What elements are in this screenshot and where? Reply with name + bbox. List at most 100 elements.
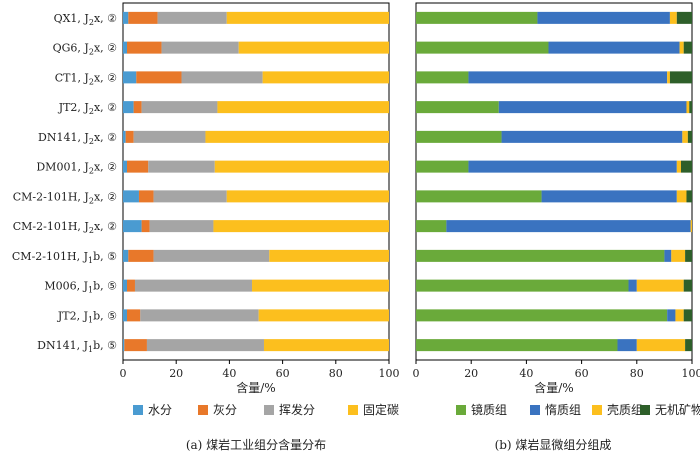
bar-a-3-1 (133, 101, 142, 114)
x-tick-label: 100 (682, 367, 700, 380)
bar-a-8-2 (153, 249, 270, 262)
x-tick-label: 60 (575, 367, 589, 380)
legend-label: 挥发分 (279, 402, 315, 417)
bar-b-10-0 (416, 309, 668, 322)
category-label: JT2, J2x, ② (58, 101, 117, 116)
bar-b-10-2 (675, 309, 684, 322)
bar-b-0-0 (416, 11, 538, 24)
legend-swatch (592, 405, 602, 415)
x-tick-label: 60 (276, 367, 290, 380)
category-label: JT2, J1b, ⑤ (57, 309, 117, 324)
bar-a-3-0 (123, 101, 134, 114)
x-tick-label: 0 (120, 367, 127, 380)
bar-a-11-0 (123, 339, 125, 352)
legend-swatch (198, 405, 208, 415)
bar-b-2-0 (416, 71, 469, 84)
bar-b-4-3 (687, 130, 692, 143)
x-tick-label: 80 (630, 367, 644, 380)
bar-b-9-2 (636, 279, 684, 292)
bar-a-10-3 (258, 309, 389, 322)
bar-a-0-1 (128, 11, 158, 24)
bar-a-11-1 (124, 339, 147, 352)
bar-a-2-2 (181, 71, 263, 84)
category-label: DN141, J2x, ② (38, 131, 117, 146)
bar-b-1-1 (548, 41, 680, 54)
bar-b-11-1 (617, 339, 637, 352)
bar-a-1-1 (126, 41, 162, 54)
bar-a-4-1 (125, 130, 134, 143)
bar-b-3-2 (686, 101, 690, 114)
bar-a-10-0 (123, 309, 127, 322)
bar-a-5-3 (214, 160, 389, 173)
bar-b-1-3 (683, 41, 692, 54)
bar-a-3-3 (217, 101, 389, 114)
category-label: CT1, J2x, ② (55, 71, 117, 86)
bar-b-6-3 (686, 190, 692, 203)
bar-b-8-1 (664, 249, 672, 262)
x-tick-label: 20 (169, 367, 183, 380)
bar-a-5-0 (123, 160, 127, 173)
legend-swatch (264, 405, 274, 415)
bar-b-4-2 (682, 130, 688, 143)
bar-a-6-3 (226, 190, 389, 203)
bar-a-7-3 (213, 220, 389, 233)
bar-a-7-1 (141, 220, 150, 233)
legend-swatch (133, 405, 143, 415)
bar-a-1-3 (238, 41, 389, 54)
x-tick-label: 40 (519, 367, 533, 380)
bar-a-9-2 (134, 279, 253, 292)
bar-b-5-3 (680, 160, 692, 173)
legend-label: 灰分 (213, 403, 237, 417)
bar-b-8-2 (671, 249, 686, 262)
legend-label: 壳质组 (607, 403, 643, 417)
bar-b-5-0 (416, 160, 469, 173)
bar-a-3-2 (141, 101, 218, 114)
panel-b-maceral-composition: 0 20 40 60 80 100 含量/% (413, 2, 700, 395)
legend-label: 惰质组 (545, 403, 581, 417)
bar-b-5-1 (468, 160, 677, 173)
plot-frame-a (122, 2, 390, 361)
legend-label: 无机矿物 (655, 403, 700, 417)
caption-panel-a: (a) 煤岩工业组分含量分布 (186, 437, 326, 452)
bar-b-4-1 (501, 130, 683, 143)
bar-a-0-3 (226, 11, 389, 24)
bar-b-9-3 (683, 279, 692, 292)
bar-b-6-0 (416, 190, 542, 203)
bar-b-7-1 (446, 220, 691, 233)
legend: 水分 灰分 挥发分 固定碳 镜质组 惰质组 壳质组 无机矿物 (133, 402, 700, 417)
bar-b-2-2 (667, 71, 670, 84)
bar-a-7-0 (123, 220, 142, 233)
x-tick-label: 0 (413, 367, 420, 380)
x-axis-title-a: 含量/% (236, 380, 275, 395)
bar-a-1-0 (123, 41, 127, 54)
legend-swatch (456, 405, 466, 415)
bar-a-8-0 (123, 249, 129, 262)
x-tick-label: 80 (329, 367, 343, 380)
legend-label: 水分 (148, 403, 172, 417)
legend-label: 固定碳 (363, 402, 399, 417)
bar-a-9-0 (123, 279, 127, 292)
bar-b-10-3 (683, 309, 692, 322)
bar-b-11-2 (636, 339, 686, 352)
category-label: CM-2-101H, J1b, ⑤ (12, 250, 117, 265)
bar-a-7-2 (149, 220, 214, 233)
bar-a-8-3 (269, 249, 389, 262)
bar-a-6-1 (138, 190, 154, 203)
bar-a-0-2 (157, 11, 227, 24)
bar-a-6-2 (153, 190, 227, 203)
panel-a-industrial-composition: QX1, J2x, ② QG6, J2x, ② CT1, J2x, ② JT2, J2… (12, 2, 400, 395)
bar-a-4-0 (123, 130, 126, 143)
bar-b-8-3 (685, 249, 692, 262)
bar-b-7-0 (416, 220, 447, 233)
bar-a-5-1 (126, 160, 149, 173)
bar-b-2-3 (669, 71, 692, 84)
bar-a-9-3 (252, 279, 389, 292)
bar-b-3-0 (416, 101, 499, 114)
x-tick-label: 20 (464, 367, 478, 380)
bar-b-3-1 (498, 101, 687, 114)
category-label: CM-2-101H, J2x, ② (13, 190, 117, 205)
bar-b-0-2 (669, 11, 677, 24)
bar-b-0-3 (676, 11, 692, 24)
category-label: CM-2-101H, J2x, ② (13, 220, 117, 235)
